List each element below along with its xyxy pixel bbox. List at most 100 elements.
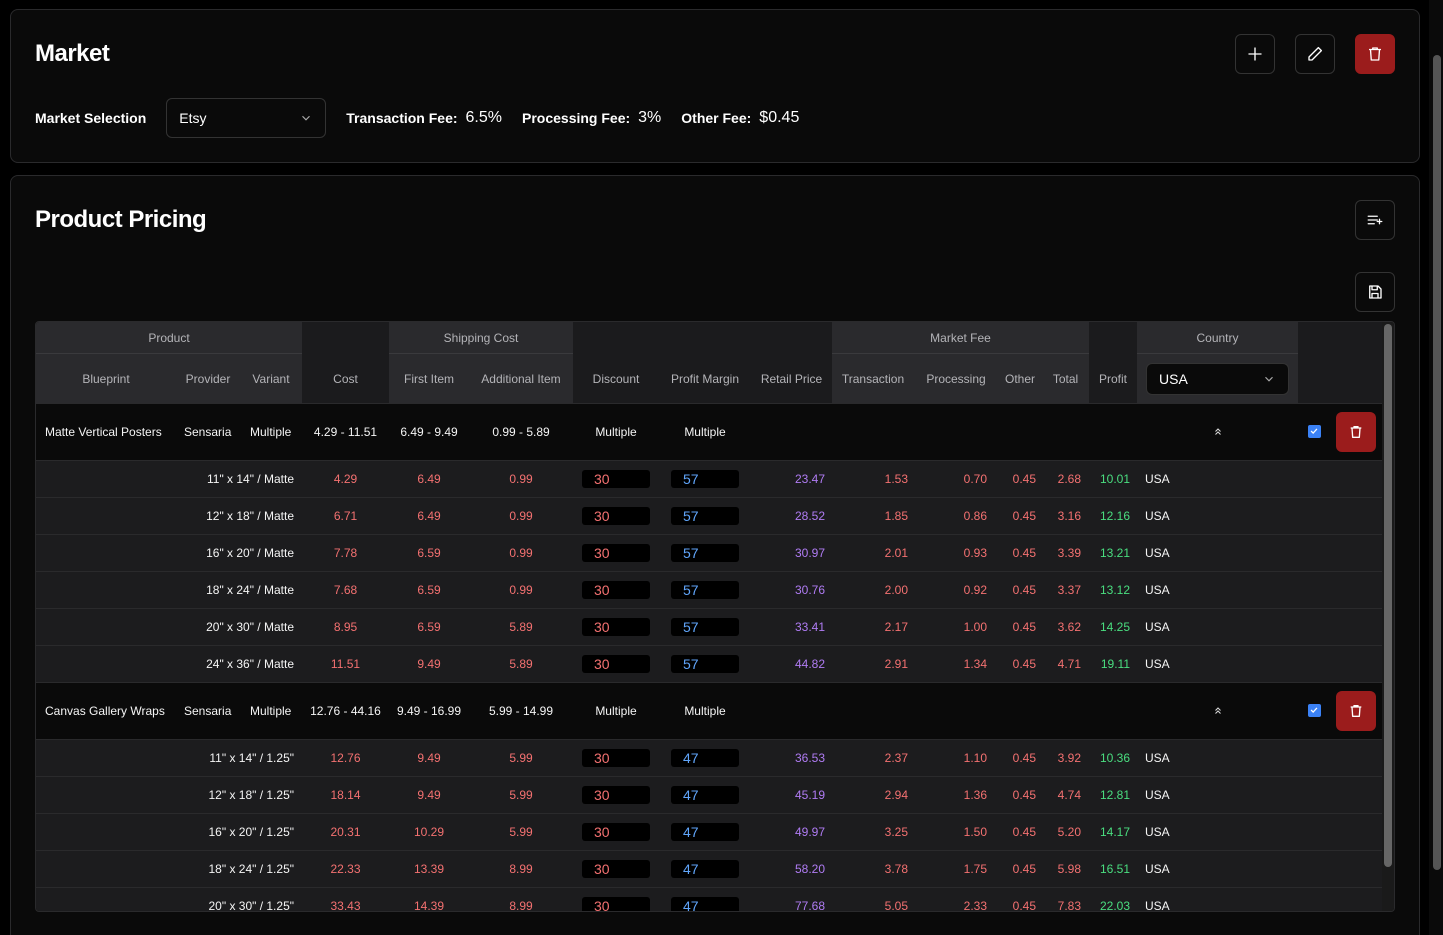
collapse-toggle[interactable] bbox=[1198, 683, 1238, 739]
total-fee-value: 5.20 bbox=[1057, 825, 1081, 839]
transaction-fee-value: 2.37 bbox=[884, 751, 908, 765]
first-item-value: 6.49 bbox=[417, 509, 441, 523]
check-icon bbox=[1310, 428, 1318, 434]
profit-margin-input[interactable]: 57 bbox=[671, 572, 739, 608]
table-scrollbar-thumb[interactable] bbox=[1384, 324, 1392, 867]
first-item-value: 6.59 bbox=[417, 546, 441, 560]
profit-margin-input[interactable]: 57 bbox=[671, 498, 739, 534]
other-fee-value: 0.45 bbox=[1012, 899, 1036, 912]
collapse-toggle[interactable] bbox=[1198, 404, 1238, 460]
profit-margin-input-value: 47 bbox=[671, 823, 739, 841]
additional-item-value: 8.99 bbox=[509, 899, 533, 912]
table-scrollbar[interactable] bbox=[1382, 322, 1394, 911]
discount-input[interactable]: 30 bbox=[582, 461, 650, 497]
delete-group-button[interactable] bbox=[1336, 404, 1376, 460]
profit-margin-input[interactable]: 47 bbox=[671, 851, 739, 887]
variant-name: 20" x 30" / Matte bbox=[206, 620, 294, 634]
profit-margin-input-value: 57 bbox=[671, 655, 739, 673]
variant-name: 11" x 14" / Matte bbox=[206, 472, 294, 486]
variant-name: 12" x 18" / Matte bbox=[206, 509, 294, 523]
discount-input[interactable]: 30 bbox=[582, 646, 650, 682]
country-value: USA bbox=[1145, 472, 1170, 486]
header-group-empty bbox=[302, 322, 389, 354]
cost-value: 12.76 bbox=[330, 751, 361, 765]
add-market-button[interactable] bbox=[1235, 34, 1275, 74]
check-icon bbox=[1310, 707, 1318, 713]
discount-input[interactable]: 30 bbox=[582, 814, 650, 850]
profit-margin-input-value: 57 bbox=[671, 581, 739, 599]
country-value: USA bbox=[1145, 751, 1170, 765]
discount-input[interactable]: 30 bbox=[582, 609, 650, 645]
delete-market-button[interactable] bbox=[1355, 34, 1395, 74]
header-group-market-fee: Market Fee bbox=[832, 322, 1089, 354]
discount-input[interactable]: 30 bbox=[582, 535, 650, 571]
transaction-fee-value: 2.91 bbox=[884, 657, 908, 671]
other-fee-value: 0.45 bbox=[1012, 751, 1036, 765]
header-group-empty bbox=[1089, 322, 1137, 354]
market-card: Market Market Selection Etsy Transaction… bbox=[10, 9, 1420, 163]
variant-row: 16" x 20" / Matte 7.78 6.59 0.99 30 57 30.97 2.… bbox=[36, 535, 1384, 572]
additional-item-value: 0.99 bbox=[509, 583, 533, 597]
discount-input[interactable]: 30 bbox=[582, 740, 650, 776]
processing-fee-value: 1.36 bbox=[963, 788, 987, 802]
cost-value: 22.33 bbox=[330, 862, 361, 876]
group-checkbox[interactable] bbox=[1306, 683, 1322, 739]
trash-icon bbox=[1369, 47, 1381, 61]
total-fee-value: 3.92 bbox=[1057, 751, 1081, 765]
table-header-groups: Product Shipping Cost Market Fee Country bbox=[36, 322, 1384, 354]
first-item-value: 6.59 bbox=[417, 583, 441, 597]
col-country: USA bbox=[1137, 354, 1298, 403]
variant-row: 11" x 14" / 1.25" 12.76 9.49 5.99 30 47 36.53 2… bbox=[36, 740, 1384, 777]
retail-price-value: 30.76 bbox=[794, 583, 825, 597]
variant-name: 18" x 24" / 1.25" bbox=[208, 862, 295, 876]
transaction-fee-value: 3.78 bbox=[884, 862, 908, 876]
profit-margin-input[interactable]: 57 bbox=[671, 646, 739, 682]
other-fee-value: 0.45 bbox=[1012, 546, 1036, 560]
variant-name: 24" x 36" / Matte bbox=[206, 657, 294, 671]
group-checkbox[interactable] bbox=[1306, 404, 1322, 460]
other-fee-value: 0.45 bbox=[1012, 620, 1036, 634]
transaction-fee-value: 2.94 bbox=[884, 788, 908, 802]
product-group-row[interactable]: Matte Vertical Posters Sensaria Multiple 4.… bbox=[36, 404, 1384, 461]
discount-input[interactable]: 30 bbox=[582, 888, 650, 911]
header-group-empty bbox=[573, 322, 832, 354]
transaction-fee-value: 6.5% bbox=[465, 109, 502, 126]
profit-margin-input-value: 57 bbox=[671, 544, 739, 562]
country-value: USA bbox=[1145, 862, 1170, 876]
profit-margin-input[interactable]: 47 bbox=[671, 814, 739, 850]
country-select[interactable]: USA bbox=[1146, 362, 1289, 395]
product-group-row[interactable]: Canvas Gallery Wraps Sensaria Multiple 12.7… bbox=[36, 683, 1384, 740]
profit-margin-input-value: 47 bbox=[671, 897, 739, 911]
profit-value: 22.03 bbox=[1099, 899, 1130, 912]
profit-margin-input[interactable]: 47 bbox=[671, 740, 739, 776]
discount-input[interactable]: 30 bbox=[582, 498, 650, 534]
transaction-fee-value: 1.85 bbox=[884, 509, 908, 523]
country-value: USA bbox=[1145, 899, 1170, 912]
total-fee-value: 5.98 bbox=[1057, 862, 1081, 876]
additional-item-range: 0.99 - 5.89 bbox=[492, 425, 550, 439]
profit-margin-input[interactable]: 57 bbox=[671, 535, 739, 571]
discount-input[interactable]: 30 bbox=[582, 777, 650, 813]
profit-value: 12.81 bbox=[1099, 788, 1130, 802]
page-scrollbar-thumb[interactable] bbox=[1433, 55, 1441, 870]
discount-input[interactable]: 30 bbox=[582, 572, 650, 608]
discount-input-value: 30 bbox=[582, 507, 650, 525]
profit-margin-input[interactable]: 57 bbox=[671, 609, 739, 645]
discount-input-value: 30 bbox=[582, 655, 650, 673]
add-product-button[interactable] bbox=[1355, 200, 1395, 240]
other-fee-value: 0.45 bbox=[1012, 788, 1036, 802]
edit-market-button[interactable] bbox=[1295, 34, 1335, 74]
market-select[interactable]: Etsy bbox=[166, 98, 327, 138]
profit-margin-input[interactable]: 47 bbox=[671, 777, 739, 813]
total-fee-value: 3.37 bbox=[1057, 583, 1081, 597]
total-fee-value: 7.83 bbox=[1057, 899, 1081, 912]
page-scrollbar[interactable] bbox=[1429, 0, 1443, 935]
profit-margin-input[interactable]: 47 bbox=[671, 888, 739, 911]
profit-margin-input[interactable]: 57 bbox=[671, 461, 739, 497]
processing-fee-value: 0.86 bbox=[963, 509, 987, 523]
save-pricing-button[interactable] bbox=[1355, 272, 1395, 312]
trash-icon bbox=[1350, 705, 1362, 717]
discount-input[interactable]: 30 bbox=[582, 851, 650, 887]
delete-group-button[interactable] bbox=[1336, 683, 1376, 739]
processing-fee-value: 1.75 bbox=[963, 862, 987, 876]
